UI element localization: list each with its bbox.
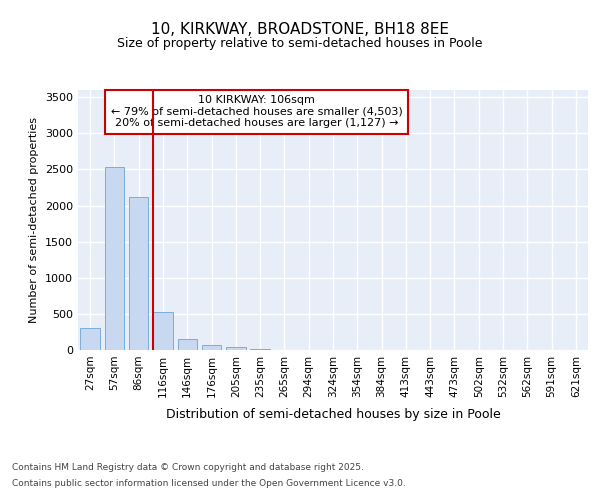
Text: Size of property relative to semi-detached houses in Poole: Size of property relative to semi-detach…	[117, 38, 483, 51]
Bar	[226, 348, 245, 350]
Bar	[80, 328, 100, 350]
Bar	[153, 312, 173, 350]
Bar	[178, 339, 197, 350]
Text: 10 KIRKWAY: 106sqm
← 79% of semi-detached houses are smaller (4,503)
20% of semi: 10 KIRKWAY: 106sqm ← 79% of semi-detache…	[110, 95, 403, 128]
Bar	[105, 168, 124, 350]
Bar	[129, 197, 148, 350]
Text: Contains HM Land Registry data © Crown copyright and database right 2025.: Contains HM Land Registry data © Crown c…	[12, 464, 364, 472]
Bar	[202, 345, 221, 350]
Text: Contains public sector information licensed under the Open Government Licence v3: Contains public sector information licen…	[12, 478, 406, 488]
X-axis label: Distribution of semi-detached houses by size in Poole: Distribution of semi-detached houses by …	[166, 408, 500, 421]
Y-axis label: Number of semi-detached properties: Number of semi-detached properties	[29, 117, 40, 323]
Text: 10, KIRKWAY, BROADSTONE, BH18 8EE: 10, KIRKWAY, BROADSTONE, BH18 8EE	[151, 22, 449, 38]
